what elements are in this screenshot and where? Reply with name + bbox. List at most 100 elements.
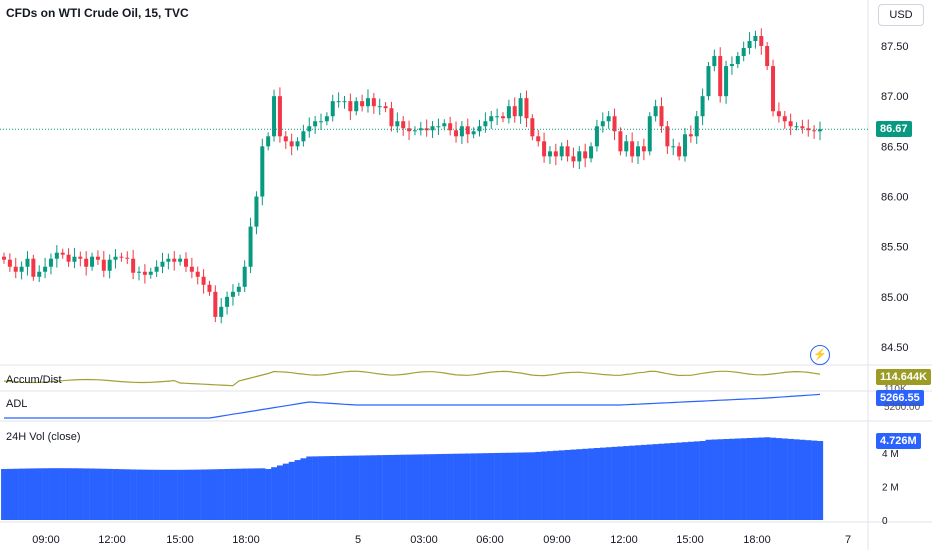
candle-body bbox=[559, 146, 564, 157]
candle-body bbox=[113, 256, 118, 260]
candle-body bbox=[207, 284, 212, 292]
volume-bar bbox=[676, 442, 683, 520]
candle-body bbox=[48, 258, 53, 267]
candle-body bbox=[788, 121, 793, 127]
volume-bar bbox=[306, 456, 313, 520]
volume-bar bbox=[658, 443, 665, 520]
candle-body bbox=[230, 291, 235, 297]
candle-body bbox=[365, 98, 370, 107]
volume-bar bbox=[576, 449, 583, 520]
volume-bar bbox=[394, 454, 401, 520]
candle-body bbox=[688, 134, 693, 137]
volume-bar bbox=[529, 452, 536, 520]
candle-body bbox=[489, 116, 494, 122]
volume-bar bbox=[635, 445, 642, 520]
candle-body bbox=[812, 130, 817, 132]
volume-bar bbox=[136, 469, 143, 520]
volume-bar bbox=[605, 447, 612, 520]
candle-body bbox=[283, 136, 288, 142]
volume-bar bbox=[799, 439, 806, 520]
candle-body bbox=[612, 116, 617, 132]
candle-body bbox=[677, 146, 682, 157]
volume-bar bbox=[83, 468, 90, 520]
lightning-icon[interactable]: ⚡ bbox=[810, 345, 830, 365]
volume-bar bbox=[787, 438, 794, 520]
volume-bar bbox=[670, 442, 677, 520]
volume-bar bbox=[177, 469, 184, 520]
candle-body bbox=[600, 121, 605, 127]
candle-body bbox=[266, 136, 271, 147]
candle-body bbox=[342, 101, 347, 103]
volume-bar bbox=[235, 468, 242, 520]
volume-bar bbox=[729, 438, 736, 520]
volume-bar bbox=[30, 468, 37, 520]
volume-bar bbox=[588, 448, 595, 520]
volume-bar bbox=[517, 452, 524, 520]
volume-bar bbox=[652, 444, 659, 520]
volume-bar bbox=[500, 452, 507, 520]
currency-button[interactable]: USD bbox=[878, 4, 924, 26]
volume-bar bbox=[717, 439, 724, 520]
candle-body bbox=[377, 106, 382, 108]
volume-bar bbox=[752, 437, 759, 520]
volume-bar bbox=[611, 446, 618, 520]
candle-body bbox=[694, 116, 699, 137]
volume-bar bbox=[429, 454, 436, 520]
candle-body bbox=[706, 66, 711, 97]
candle-body bbox=[54, 252, 59, 259]
volume-bar bbox=[24, 468, 31, 520]
candle-body bbox=[436, 126, 441, 128]
volume-tick-label: 2 M bbox=[882, 483, 899, 494]
price-tick-label: 87.50 bbox=[881, 41, 909, 53]
volume-bar bbox=[59, 468, 66, 520]
candle-body bbox=[571, 156, 576, 162]
candle-body bbox=[724, 66, 729, 97]
volume-bar bbox=[453, 453, 460, 520]
candle-body bbox=[401, 121, 406, 129]
price-tick-label: 84.50 bbox=[881, 342, 909, 354]
volume-bar bbox=[165, 469, 172, 520]
volume-bar bbox=[570, 449, 577, 520]
candle-body bbox=[630, 141, 635, 157]
candle-body bbox=[7, 259, 12, 267]
volume-bar bbox=[71, 468, 78, 520]
candle-body bbox=[66, 254, 71, 262]
candle-body bbox=[718, 56, 723, 97]
candle-body bbox=[454, 130, 459, 137]
candle-body bbox=[506, 106, 511, 119]
time-tick-label: 12:00 bbox=[98, 534, 126, 546]
volume-bar bbox=[329, 456, 336, 520]
volume-bar bbox=[353, 455, 360, 520]
volume-bar bbox=[464, 453, 471, 520]
volume-bar bbox=[318, 456, 325, 520]
candle-body bbox=[747, 40, 752, 49]
volume-bar bbox=[775, 438, 783, 520]
candle-body bbox=[13, 266, 18, 272]
candle-body bbox=[712, 56, 717, 67]
volume-bar bbox=[417, 454, 424, 520]
volume-bar bbox=[435, 454, 442, 520]
volume-bar bbox=[664, 443, 671, 520]
candle-body bbox=[524, 98, 529, 119]
volume-bar bbox=[441, 453, 448, 520]
price-tick-label: 87.00 bbox=[881, 91, 909, 103]
volume-bar bbox=[77, 468, 84, 520]
candle-body bbox=[236, 286, 241, 292]
volume-bar bbox=[300, 458, 307, 520]
volume-bar bbox=[335, 455, 342, 520]
candle-body bbox=[594, 126, 599, 147]
time-tick-label: 12:00 bbox=[610, 534, 638, 546]
price-tick-label: 85.00 bbox=[881, 292, 909, 304]
candle-body bbox=[624, 141, 629, 152]
volume-bar bbox=[541, 451, 548, 520]
accum-dist-value-tag: 114.644K bbox=[876, 369, 932, 385]
volume-bar bbox=[693, 441, 700, 520]
volume-bar bbox=[212, 469, 219, 520]
volume-bar bbox=[224, 468, 231, 520]
volume-bar bbox=[582, 448, 589, 520]
candle-body bbox=[107, 259, 112, 271]
volume-bar bbox=[124, 469, 131, 520]
candle-body bbox=[336, 101, 341, 103]
candle-body bbox=[172, 258, 177, 262]
